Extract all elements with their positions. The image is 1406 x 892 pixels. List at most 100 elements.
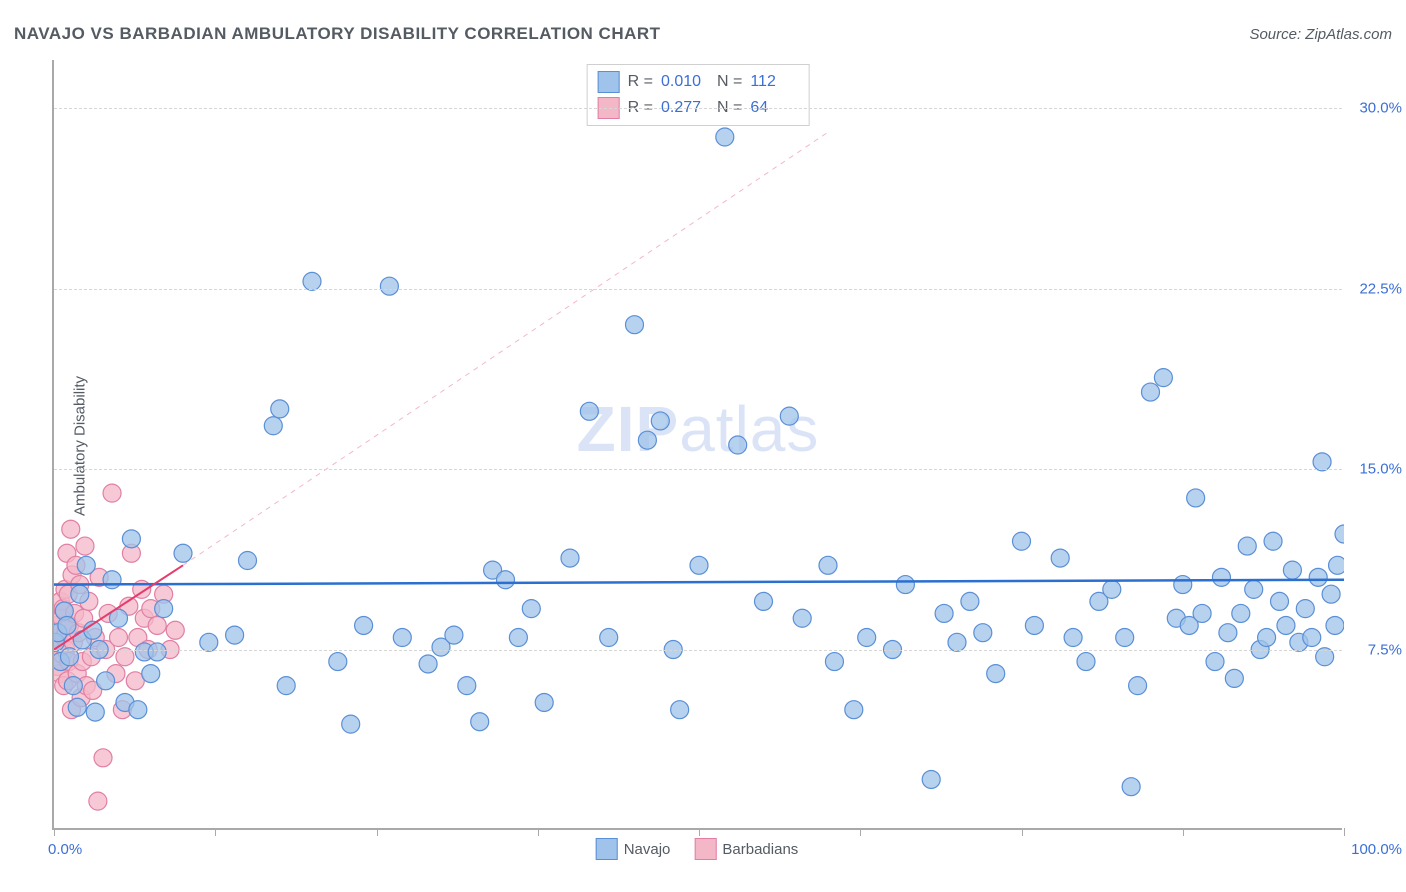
data-point <box>1129 677 1147 695</box>
chart-header: NAVAJO VS BARBADIAN AMBULATORY DISABILIT… <box>14 24 1392 44</box>
x-axis-start-label: 0.0% <box>48 841 82 858</box>
data-point <box>1025 616 1043 634</box>
data-point <box>89 792 107 810</box>
data-point <box>1013 532 1031 550</box>
data-point <box>1122 778 1140 796</box>
data-point <box>1064 629 1082 647</box>
data-point <box>277 677 295 695</box>
scatter-svg <box>54 60 1344 830</box>
data-point <box>393 629 411 647</box>
data-point <box>858 629 876 647</box>
data-point <box>1258 629 1276 647</box>
data-point <box>509 629 527 647</box>
data-point <box>935 604 953 622</box>
data-point <box>716 128 734 146</box>
data-point <box>974 624 992 642</box>
data-point <box>68 698 86 716</box>
trend-line <box>54 580 1344 585</box>
data-point <box>77 556 95 574</box>
data-point <box>1271 592 1289 610</box>
data-point <box>142 665 160 683</box>
data-point <box>1264 532 1282 550</box>
legend-item: Barbadians <box>694 838 798 860</box>
y-tick-label: 30.0% <box>1347 100 1402 117</box>
stats-legend-box: R =0.010N =112R =0.277N =64 <box>587 64 810 126</box>
legend-swatch <box>598 71 620 93</box>
data-point <box>264 417 282 435</box>
data-point <box>535 693 553 711</box>
data-point <box>961 592 979 610</box>
data-point <box>342 715 360 733</box>
data-point <box>76 537 94 555</box>
data-point <box>1225 669 1243 687</box>
data-point <box>122 530 140 548</box>
stat-r-value: 0.010 <box>661 73 709 91</box>
data-point <box>580 402 598 420</box>
gridline <box>54 289 1342 290</box>
data-point <box>1329 556 1344 574</box>
data-point <box>1103 580 1121 598</box>
chart-title: NAVAJO VS BARBADIAN AMBULATORY DISABILIT… <box>14 24 661 44</box>
data-point <box>1322 585 1340 603</box>
legend-label: Navajo <box>624 841 671 858</box>
data-point <box>1193 604 1211 622</box>
data-point <box>419 655 437 673</box>
stats-row: R =0.010N =112 <box>598 69 799 95</box>
data-point <box>103 571 121 589</box>
data-point <box>1326 616 1344 634</box>
x-tick <box>699 828 700 836</box>
data-point <box>600 629 618 647</box>
data-point <box>522 600 540 618</box>
stat-label: R = <box>628 73 653 91</box>
data-point <box>638 431 656 449</box>
data-point <box>97 672 115 690</box>
data-point <box>226 626 244 644</box>
data-point <box>755 592 773 610</box>
data-point <box>1154 369 1172 387</box>
data-point <box>445 626 463 644</box>
data-point <box>497 571 515 589</box>
data-point <box>825 653 843 671</box>
data-point <box>1283 561 1301 579</box>
y-tick-label: 22.5% <box>1347 280 1402 297</box>
data-point <box>103 484 121 502</box>
data-point <box>1212 568 1230 586</box>
x-tick <box>1183 828 1184 836</box>
data-point <box>58 616 76 634</box>
data-point <box>380 277 398 295</box>
data-point <box>148 643 166 661</box>
data-point <box>1245 580 1263 598</box>
source-label: Source: ZipAtlas.com <box>1249 26 1392 43</box>
data-point <box>896 576 914 594</box>
data-point <box>780 407 798 425</box>
x-tick <box>1022 828 1023 836</box>
data-point <box>355 616 373 634</box>
data-point <box>729 436 747 454</box>
plot-area: ZIPatlas R =0.010N =112R =0.277N =64 7.5… <box>52 60 1342 830</box>
x-tick <box>1344 828 1345 836</box>
gridline <box>54 650 1342 651</box>
data-point <box>1187 489 1205 507</box>
data-point <box>1206 653 1224 671</box>
data-point <box>845 701 863 719</box>
data-point <box>271 400 289 418</box>
x-tick <box>215 828 216 836</box>
gridline <box>54 108 1342 109</box>
data-point <box>110 629 128 647</box>
x-tick <box>54 828 55 836</box>
data-point <box>458 677 476 695</box>
x-axis-end-label: 100.0% <box>1351 841 1402 858</box>
data-point <box>1232 604 1250 622</box>
data-point <box>1238 537 1256 555</box>
data-point <box>1296 600 1314 618</box>
data-point <box>1174 576 1192 594</box>
data-point <box>155 600 173 618</box>
stat-label: N = <box>717 73 742 91</box>
data-point <box>129 701 147 719</box>
data-point <box>1051 549 1069 567</box>
data-point <box>94 749 112 767</box>
data-point <box>64 677 82 695</box>
data-point <box>561 549 579 567</box>
data-point <box>148 616 166 634</box>
gridline <box>54 469 1342 470</box>
